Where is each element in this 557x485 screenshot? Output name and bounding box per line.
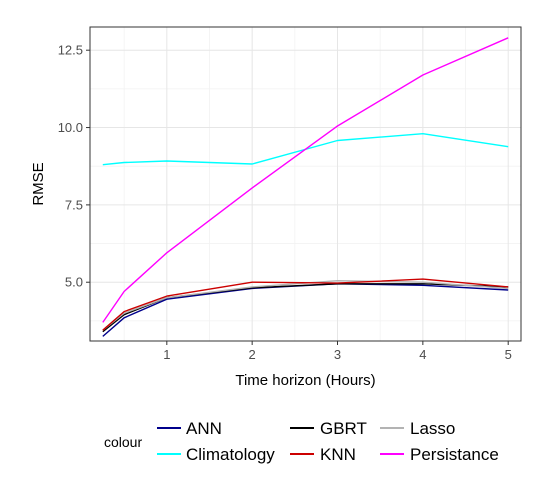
legend-label-ann: ANN — [186, 419, 222, 438]
x-tick-label: 3 — [334, 347, 341, 362]
x-axis-title: Time horizon (Hours) — [235, 372, 375, 389]
y-axis-title: RMSE — [30, 162, 47, 205]
legend-label-gbrt: GBRT — [320, 419, 367, 438]
legend-label-climatology: Climatology — [186, 445, 275, 464]
y-tick-label: 12.5 — [58, 43, 83, 58]
legend-label-knn: KNN — [320, 445, 356, 464]
legend-title: colour — [104, 434, 142, 450]
x-tick-label: 4 — [419, 347, 426, 362]
y-tick-label: 10.0 — [58, 120, 83, 135]
x-tick-label: 2 — [249, 347, 256, 362]
x-tick-label: 1 — [163, 347, 170, 362]
x-tick-label: 5 — [505, 347, 512, 362]
y-tick-label: 5.0 — [65, 275, 83, 290]
legend-label-lasso: Lasso — [410, 419, 455, 438]
y-tick-label: 7.5 — [65, 197, 83, 212]
legend-label-persistance: Persistance — [410, 445, 499, 464]
